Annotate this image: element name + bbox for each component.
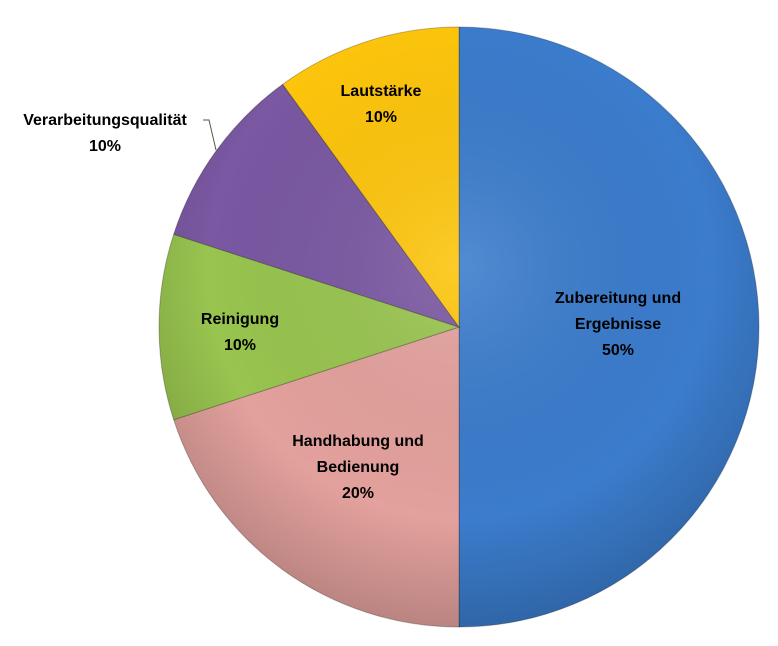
slice-percent: 10% (89, 138, 121, 155)
slice-name: Zubereitung und (555, 290, 681, 307)
pie-slice-shading (459, 27, 759, 627)
slice-name: Bedienung (317, 459, 400, 476)
leader-line (203, 119, 217, 151)
pie-slice-shading (173, 84, 459, 328)
slice-percent: 20% (342, 485, 374, 502)
slice-label: Verarbeitungsqualität 10% (23, 112, 187, 155)
slice-label: Handhabung und Bedienung 20% (292, 433, 424, 502)
slice-label: Reinigung 10% (201, 311, 279, 354)
slice-percent: 10% (365, 109, 397, 126)
pie-slice-shading (173, 327, 459, 627)
slice-name: Ergebnisse (575, 316, 661, 333)
slice-name: Lautstärke (341, 83, 422, 100)
slice-percent: 10% (224, 337, 256, 354)
pie-slice-shading (282, 26, 459, 327)
slice-percent: 50% (602, 342, 634, 359)
slice-name: Reinigung (201, 311, 279, 328)
slice-label: Lautstärke 10% (341, 83, 422, 126)
slice-name: Handhabung und (292, 433, 424, 450)
slice-label: Zubereitung und Ergebnisse 50% (555, 290, 681, 359)
slice-name: Verarbeitungsqualität (23, 112, 187, 129)
pie-slice-shading (158, 234, 459, 420)
